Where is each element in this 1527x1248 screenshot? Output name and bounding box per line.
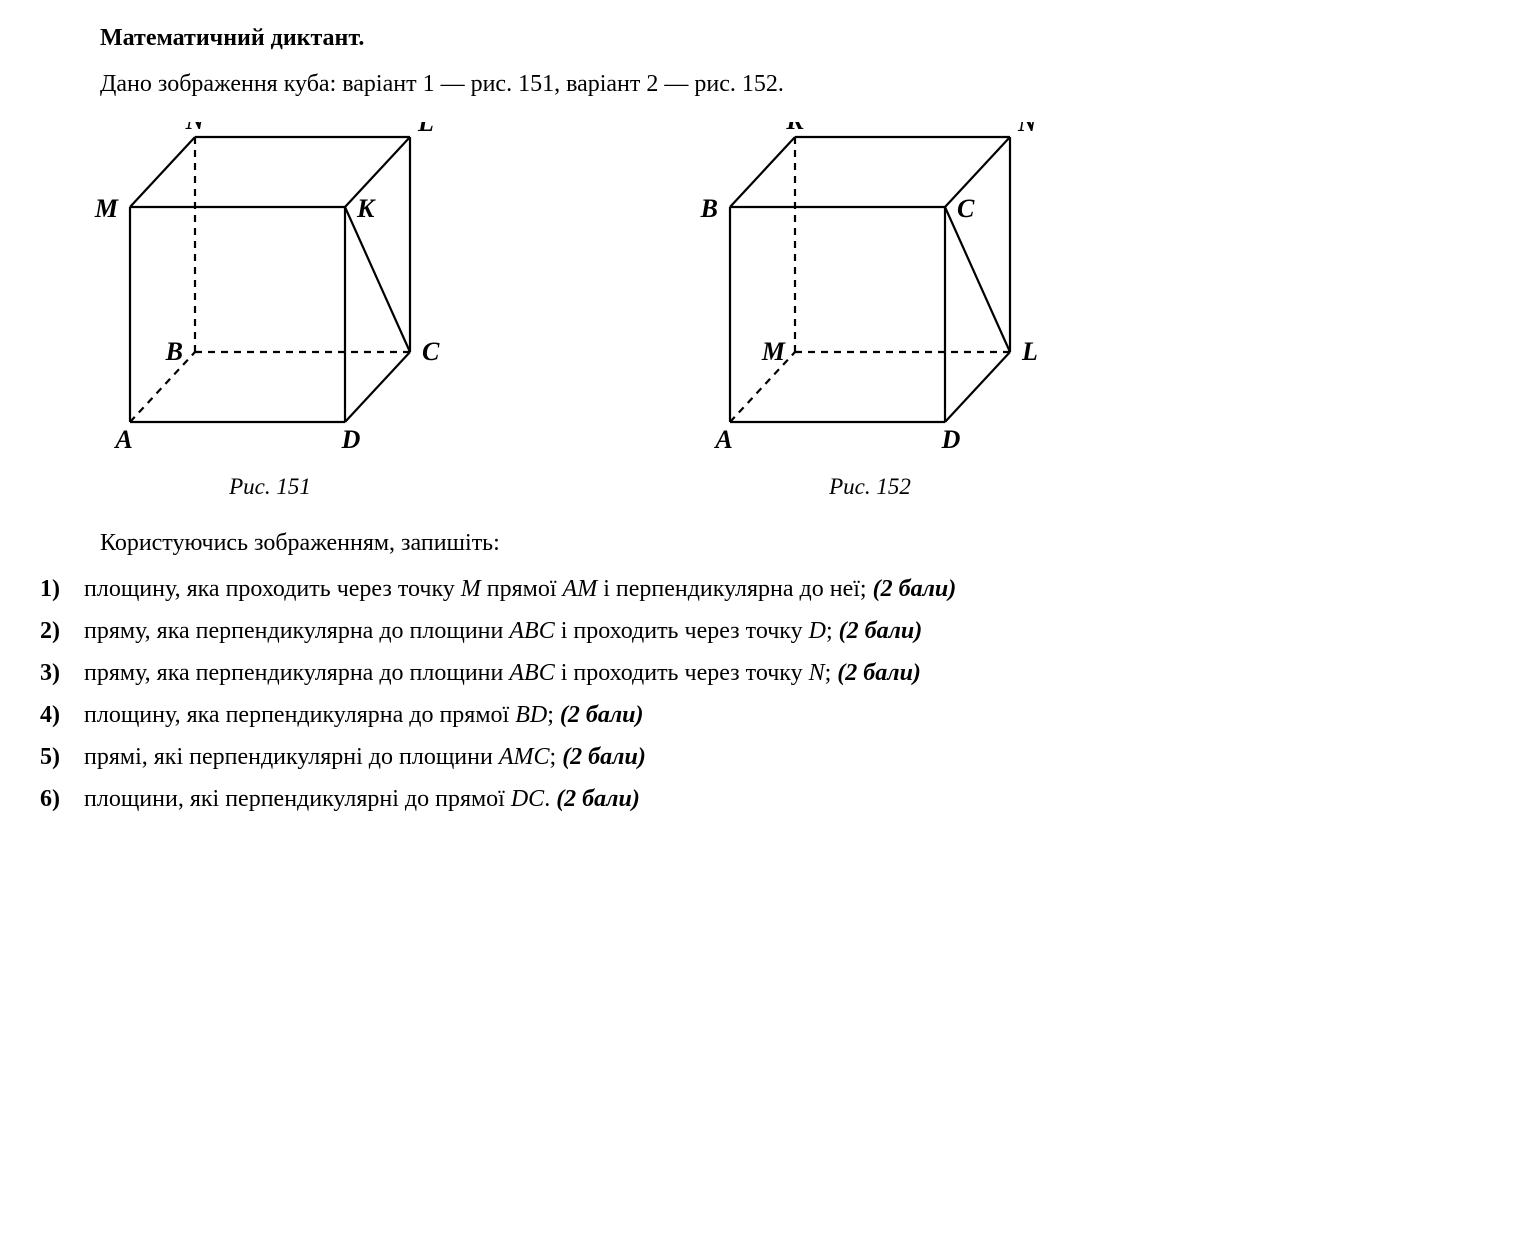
subheader-text: Користуючись зображенням, запишіть: — [100, 530, 500, 556]
item-text: ; — [550, 744, 563, 770]
figure-2-block: K N B C M L A D Рис. 152 — [680, 122, 1060, 505]
item-text: ; — [547, 702, 560, 728]
item-text: пряму, яка перпендикулярна до площини — [84, 660, 509, 686]
svg-text:D: D — [341, 425, 361, 454]
item-text: пряму, яка перпендикулярна до площини — [84, 618, 509, 644]
svg-text:B: B — [165, 337, 183, 366]
figure-2-caption: Рис. 152 — [829, 470, 911, 505]
svg-text:L: L — [417, 122, 434, 137]
item-row: 2)пряму, яка перпендикулярна до площини … — [40, 613, 1487, 649]
item-text: і проходить через точку — [555, 660, 809, 686]
math-symbol: D — [809, 618, 826, 644]
item-number: 5) — [40, 739, 84, 775]
svg-text:M: M — [94, 194, 119, 223]
math-symbol: AM — [563, 576, 598, 602]
svg-text:D: D — [941, 425, 961, 454]
item-text: прямі, які перпендикулярні до площини — [84, 744, 499, 770]
svg-text:A: A — [113, 425, 132, 454]
item-body: площину, яка перпендикулярна до прямої B… — [84, 697, 1487, 733]
math-symbol: M — [461, 576, 481, 602]
item-text: прямої — [481, 576, 563, 602]
math-symbol: AMC — [499, 744, 550, 770]
svg-text:N: N — [185, 122, 206, 135]
item-text: і проходить через точку — [555, 618, 809, 644]
item-body: площини, які перпендикулярні до прямої D… — [84, 781, 1487, 817]
item-text: . — [544, 786, 556, 812]
math-symbol: ABC — [509, 618, 554, 644]
svg-text:L: L — [1021, 337, 1038, 366]
figure-1-cube: N L M K B C A D — [80, 122, 460, 462]
item-row: 5)прямі, які перпендикулярні до площини … — [40, 739, 1487, 775]
item-points: (2 бали) — [837, 660, 921, 686]
item-points: (2 бали) — [560, 702, 644, 728]
item-body: площину, яка проходить через точку M пря… — [84, 571, 1487, 607]
svg-text:B: B — [700, 194, 718, 223]
figure-2-cube: K N B C M L A D — [680, 122, 1060, 462]
dictation-title: Математичний диктант. — [100, 25, 364, 51]
item-number: 4) — [40, 697, 84, 733]
item-points: (2 бали) — [562, 744, 646, 770]
item-text: площини, які перпендикулярні до прямої — [84, 786, 511, 812]
item-body: пряму, яка перпендикулярна до площини AB… — [84, 655, 1487, 691]
svg-text:C: C — [422, 337, 440, 366]
item-number: 6) — [40, 781, 84, 817]
svg-text:A: A — [713, 425, 732, 454]
item-points: (2 бали) — [839, 618, 923, 644]
math-symbol: N — [809, 660, 825, 686]
item-text: ; — [826, 618, 839, 644]
items-list: 1)площину, яка проходить через точку M п… — [40, 571, 1487, 817]
item-body: пряму, яка перпендикулярна до площини AB… — [84, 613, 1487, 649]
svg-text:C: C — [957, 194, 975, 223]
item-row: 1)площину, яка проходить через точку M п… — [40, 571, 1487, 607]
item-points: (2 бали) — [873, 576, 957, 602]
item-text: площину, яка проходить через точку — [84, 576, 461, 602]
item-row: 4)площину, яка перпендикулярна до прямої… — [40, 697, 1487, 733]
figures-row: N L M K B C A D Рис. 151 K N B C M L A D Рис. 152 — [80, 122, 1487, 505]
svg-text:M: M — [761, 337, 786, 366]
given-text: Дано зображення куба: варіант 1 — рис. 1… — [100, 71, 784, 97]
math-symbol: ABC — [509, 660, 554, 686]
svg-text:N: N — [1017, 122, 1038, 137]
item-text: і перпендику­лярна до неї; — [597, 576, 872, 602]
math-symbol: BD — [515, 702, 547, 728]
svg-text:K: K — [785, 122, 805, 135]
item-row: 3)пряму, яка перпендикулярна до площини … — [40, 655, 1487, 691]
svg-text:K: K — [356, 194, 376, 223]
figure-1-block: N L M K B C A D Рис. 151 — [80, 122, 460, 505]
item-text: площину, яка перпендикулярна до прямої — [84, 702, 515, 728]
item-body: прямі, які перпендикулярні до площини AM… — [84, 739, 1487, 775]
item-points: (2 бали) — [556, 786, 640, 812]
item-number: 3) — [40, 655, 84, 691]
math-symbol: DC — [511, 786, 544, 812]
item-text: ; — [825, 660, 838, 686]
item-number: 1) — [40, 571, 84, 607]
item-row: 6)площини, які перпендикулярні до прямої… — [40, 781, 1487, 817]
figure-1-caption: Рис. 151 — [229, 470, 311, 505]
item-number: 2) — [40, 613, 84, 649]
